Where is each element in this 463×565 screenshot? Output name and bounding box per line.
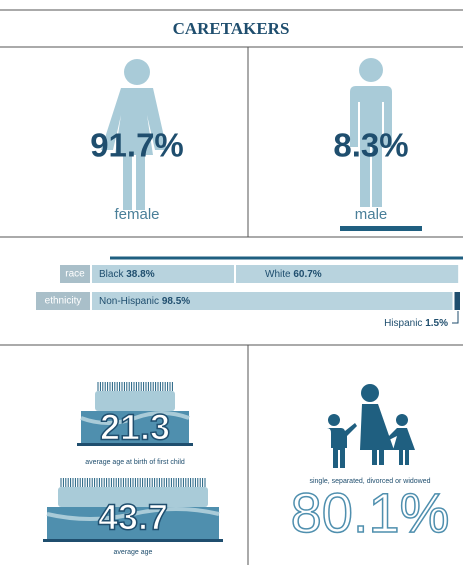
age-value: 43.7 — [98, 497, 168, 538]
segment-value: 1.5% — [425, 318, 448, 329]
age-caption: average age — [114, 549, 153, 556]
bar-segment — [455, 292, 460, 310]
infographic: CARETAKERS 91.7% female 8.3% male race e… — [0, 0, 463, 565]
segment-name: Non-Hispanic — [99, 296, 159, 307]
segment-name: White — [265, 269, 291, 280]
segment-value: 38.8% — [126, 269, 154, 280]
race-label: race — [65, 269, 85, 280]
segment-label: White 60.7% — [265, 269, 322, 280]
family-icon — [327, 384, 415, 468]
segment-label: Hispanic 1.5% — [384, 318, 448, 329]
segment-name: Hispanic — [384, 318, 422, 329]
segment-value: 60.7% — [293, 269, 321, 280]
male-percent: 8.3% — [333, 127, 408, 164]
segment-name: Black — [99, 269, 124, 280]
cake-plate — [43, 539, 223, 542]
segment-label: Black 38.8% — [99, 269, 155, 280]
title: CARETAKERS — [173, 19, 290, 38]
age-value: 21.3 — [100, 407, 170, 448]
female-label: female — [114, 206, 159, 223]
segment-label: Non-Hispanic 98.5% — [99, 296, 190, 307]
male-underline — [340, 226, 422, 231]
age-caption: average age at birth of first child — [85, 459, 185, 466]
marital-percent: 80.1% — [291, 481, 450, 544]
ethnicity-label: ethnicity — [45, 296, 82, 307]
male-label: male — [355, 206, 388, 223]
female-percent: 91.7% — [90, 127, 184, 164]
segment-value: 98.5% — [162, 296, 190, 307]
pointer — [452, 311, 458, 323]
